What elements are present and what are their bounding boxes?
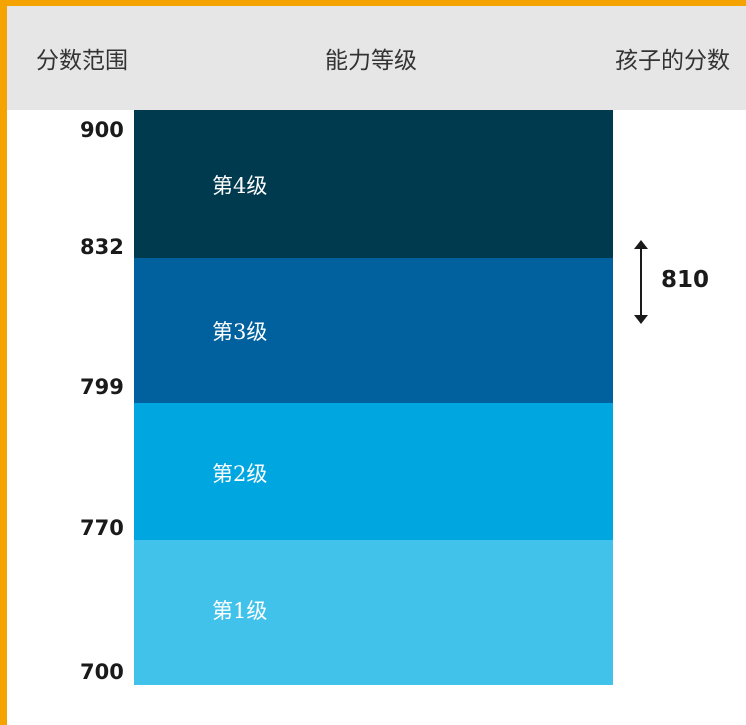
- level-2-label: 第2级: [212, 462, 268, 486]
- level-3-label: 第3级: [212, 320, 268, 344]
- level-band-4: 第4级: [134, 110, 613, 258]
- level-band-2: 第2级: [134, 403, 613, 540]
- child-score-value: 810: [661, 267, 710, 293]
- tick-label-770: 770: [80, 516, 124, 540]
- double-arrow-icon: [634, 240, 648, 324]
- level-4-label: 第4级: [212, 174, 268, 198]
- score-range-heading: 分数范围: [36, 48, 128, 74]
- tick-label-700: 700: [80, 660, 124, 684]
- tick-label-900: 900: [80, 118, 124, 142]
- ability-level-heading: 能力等级: [325, 48, 417, 74]
- level-band-1: 第1级: [134, 540, 613, 685]
- child-score-heading: 孩子的分数: [615, 48, 730, 74]
- tick-label-832: 832: [80, 235, 124, 259]
- table-header: 分数范围 能力等级 孩子的分数: [7, 6, 746, 110]
- level-1-label: 第1级: [212, 599, 268, 623]
- level-band-3: 第3级: [134, 258, 613, 403]
- tick-label-799: 799: [80, 375, 124, 399]
